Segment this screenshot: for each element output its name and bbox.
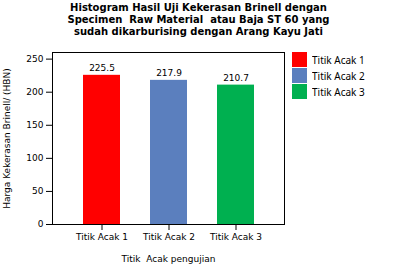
svg-text:210.7: 210.7	[223, 73, 249, 83]
svg-text:Titik Acak pengujian: Titik Acak pengujian	[121, 254, 216, 264]
html-text:Titik Acak 2: Titik Acak 2	[312, 68, 365, 83]
svg-text:250: 250	[26, 54, 43, 64]
svg-text:Titik Acak 3: Titik Acak 3	[209, 232, 262, 242]
html-text:Titik Acak 1: Titik Acak 1	[312, 52, 365, 67]
svg-text:0: 0	[38, 219, 44, 229]
svg-text:200: 200	[26, 87, 43, 97]
html-text:Histogram Hasil Uji Kekerasan: Histogram Hasil Uji Kekerasan Brinell de…	[67, 2, 330, 37]
svg-text:217.9: 217.9	[156, 68, 182, 78]
svg-text:100: 100	[26, 153, 43, 163]
svg-text:Harga Kekerasan Brinell/ (HBN): Harga Kekerasan Brinell/ (HBN)	[2, 68, 12, 209]
svg-text:Titik Acak 1: Titik Acak 1	[75, 232, 128, 242]
svg-text:50: 50	[32, 186, 44, 196]
html-text:Titik Acak 3: Titik Acak 3	[312, 84, 365, 99]
svg-text:Titik Acak 2: Titik Acak 2	[142, 232, 195, 242]
svg-text:150: 150	[26, 120, 43, 130]
svg-text:225.5: 225.5	[89, 63, 115, 73]
